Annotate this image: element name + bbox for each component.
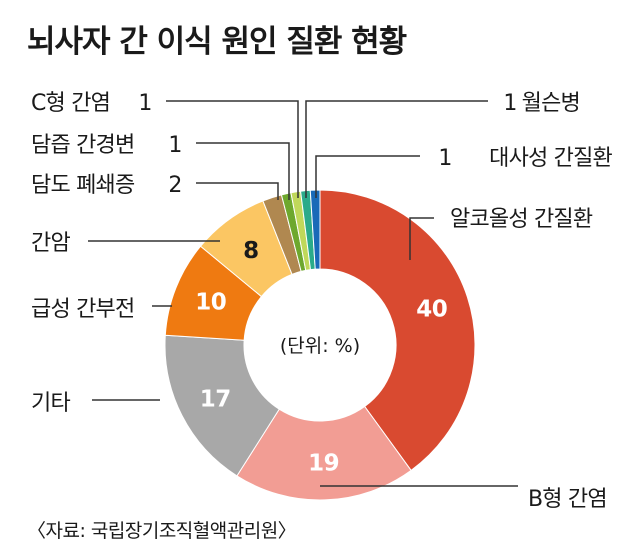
label-C형-간염: C형 간염 <box>31 91 110 116</box>
label-담즙-간경변: 담즙 간경변 <box>31 133 134 158</box>
label-기타: 기타 <box>31 391 70 416</box>
slice-B형-간염 <box>236 405 412 501</box>
label-알코올성-간질환: 알코올성 간질환 <box>450 207 593 232</box>
leader-C형-간염 <box>166 100 299 198</box>
leader-대사성-간질환 <box>315 155 420 198</box>
value-간암: 8 <box>243 238 259 264</box>
value-대사성-간질환: 1 <box>438 146 451 171</box>
value-담도-폐쇄증: 2 <box>168 173 181 198</box>
value-기타: 17 <box>200 386 231 412</box>
label-담도-폐쇄증: 담도 폐쇄증 <box>31 173 135 198</box>
label-간암: 간암 <box>31 231 70 256</box>
label-급성-간부전: 급성 간부전 <box>31 297 134 322</box>
label-월슨병: 월슨병 <box>522 91 580 116</box>
chart-title: 뇌사자 간 이식 원인 질환 현황 <box>27 24 407 60</box>
value-급성-간부전: 10 <box>195 290 226 316</box>
donut-slices <box>164 189 476 501</box>
slice-알코올성-간질환 <box>319 189 476 472</box>
value-C형-간염: 1 <box>138 91 151 116</box>
source-note: 〈자료: 국립장기조직혈액관리원〉 <box>27 520 297 542</box>
leader-월슨병 <box>305 100 488 198</box>
slice-values: 40 19 17 10 8 <box>195 238 448 477</box>
unit-label: (단위: %) <box>280 335 360 357</box>
leader-알코올성-간질환 <box>409 217 434 260</box>
leader-담도-폐쇄증 <box>196 182 279 200</box>
value-B형-간염: 19 <box>308 450 339 476</box>
label-대사성-간질환: 대사성 간질환 <box>489 146 612 171</box>
value-알코올성-간질환: 40 <box>416 297 447 323</box>
value-월슨병: 1 <box>503 91 516 116</box>
label-B형-간염: B형 간염 <box>528 487 607 512</box>
leader-lines <box>88 100 518 487</box>
leader-담즙-간경변 <box>196 142 290 200</box>
value-담즙-간경변: 1 <box>168 133 181 158</box>
slice-대사성-간질환 <box>309 189 321 270</box>
